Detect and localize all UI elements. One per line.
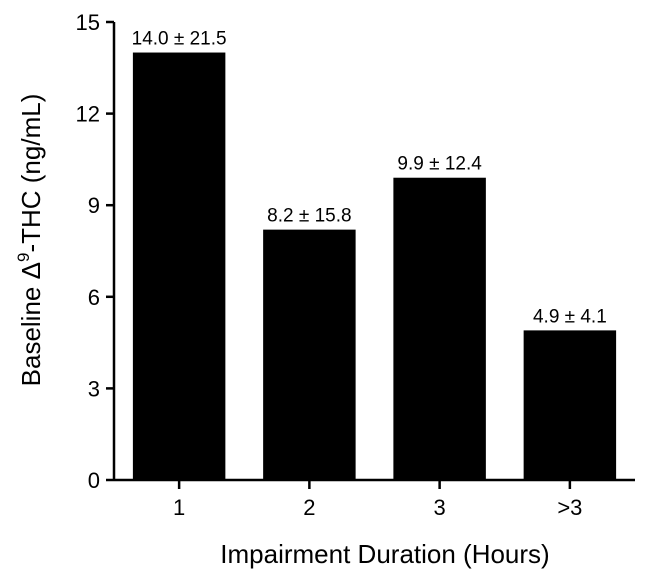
x-tick-label: 2 xyxy=(303,495,315,520)
bar xyxy=(132,52,226,481)
x-axis-ticks: 1 2 3 >3 xyxy=(173,480,582,520)
bar-value-label: 14.0 ± 21.5 xyxy=(132,29,227,50)
bar-value-label: 9.9 ± 12.4 xyxy=(397,154,482,175)
y-tick-label: 15 xyxy=(76,10,100,35)
bar xyxy=(393,177,486,480)
y-tick-label: 12 xyxy=(76,102,100,127)
y-tick-label: 9 xyxy=(88,193,100,218)
bar xyxy=(523,330,617,480)
bars-group: 14.0 ± 21.5 8.2 ± 15.8 9.9 ± 12.4 4.9 ± 4.1 xyxy=(132,29,617,481)
y-axis-title-suffix: -THC (ng/mL) xyxy=(16,94,46,253)
bar xyxy=(263,229,356,480)
x-tick-label: 1 xyxy=(173,495,185,520)
y-axis-title-prefix: Baseline xyxy=(16,279,46,386)
y-axis-ticks: 0 3 6 9 12 15 xyxy=(76,10,114,493)
x-axis-title: Impairment Duration (Hours) xyxy=(220,539,549,569)
y-tick-label: 6 xyxy=(88,285,100,310)
x-tick-label: >3 xyxy=(557,495,582,520)
y-axis-title-delta: Δ xyxy=(16,262,46,279)
bar-value-label: 4.9 ± 4.1 xyxy=(533,306,607,327)
y-axis-title: Baseline Δ9-THC (ng/mL) xyxy=(14,94,46,387)
x-tick-label: 3 xyxy=(434,495,446,520)
y-tick-label: 3 xyxy=(88,376,100,401)
y-tick-label: 0 xyxy=(88,468,100,493)
bar-value-label: 8.2 ± 15.8 xyxy=(267,206,351,227)
y-axis-title-superscript: 9 xyxy=(14,253,33,262)
